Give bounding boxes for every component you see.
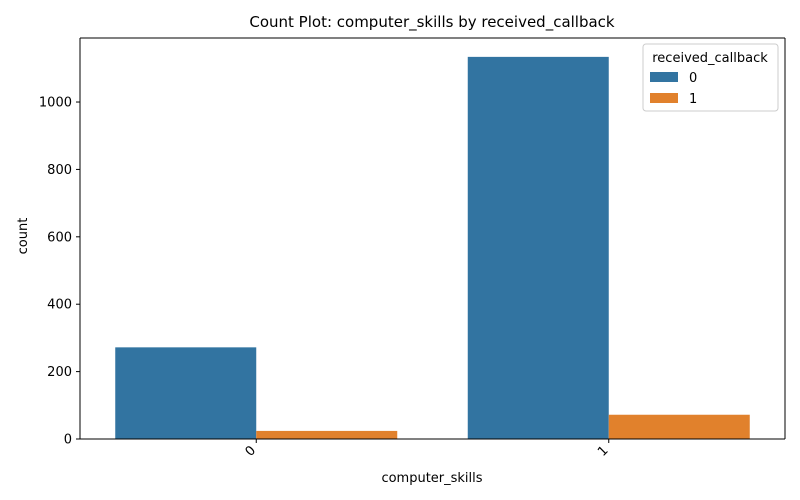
- legend: received_callback 01: [642, 43, 779, 112]
- chart-title: Count Plot: computer_skills by received_…: [249, 13, 615, 32]
- legend-swatch-0: [650, 72, 678, 82]
- y-tick-label: 400: [47, 298, 72, 313]
- legend-label-0: 0: [689, 71, 697, 86]
- bar-cat-0-series-1: [256, 430, 398, 439]
- bars-group: [115, 56, 750, 440]
- y-tick-label: 0: [64, 433, 72, 448]
- bar-cat-1-series-0: [467, 56, 609, 440]
- legend-swatch-1: [650, 93, 678, 103]
- y-tick-label: 600: [47, 230, 72, 245]
- x-axis-label: computer_skills: [381, 471, 482, 486]
- bar-cat-0-series-0: [115, 347, 257, 439]
- y-tick-label: 1000: [39, 96, 72, 111]
- y-axis-label: count: [16, 218, 31, 255]
- y-tick-label: 800: [47, 163, 72, 178]
- legend-entries: 01: [650, 71, 697, 107]
- legend-label-1: 1: [689, 92, 697, 107]
- legend-title: received_callback: [652, 51, 768, 66]
- x-tick-label: 0: [243, 443, 259, 459]
- bar-cat-1-series-1: [608, 414, 750, 439]
- y-tick-label: 200: [47, 365, 72, 380]
- x-tick-label: 1: [595, 443, 611, 459]
